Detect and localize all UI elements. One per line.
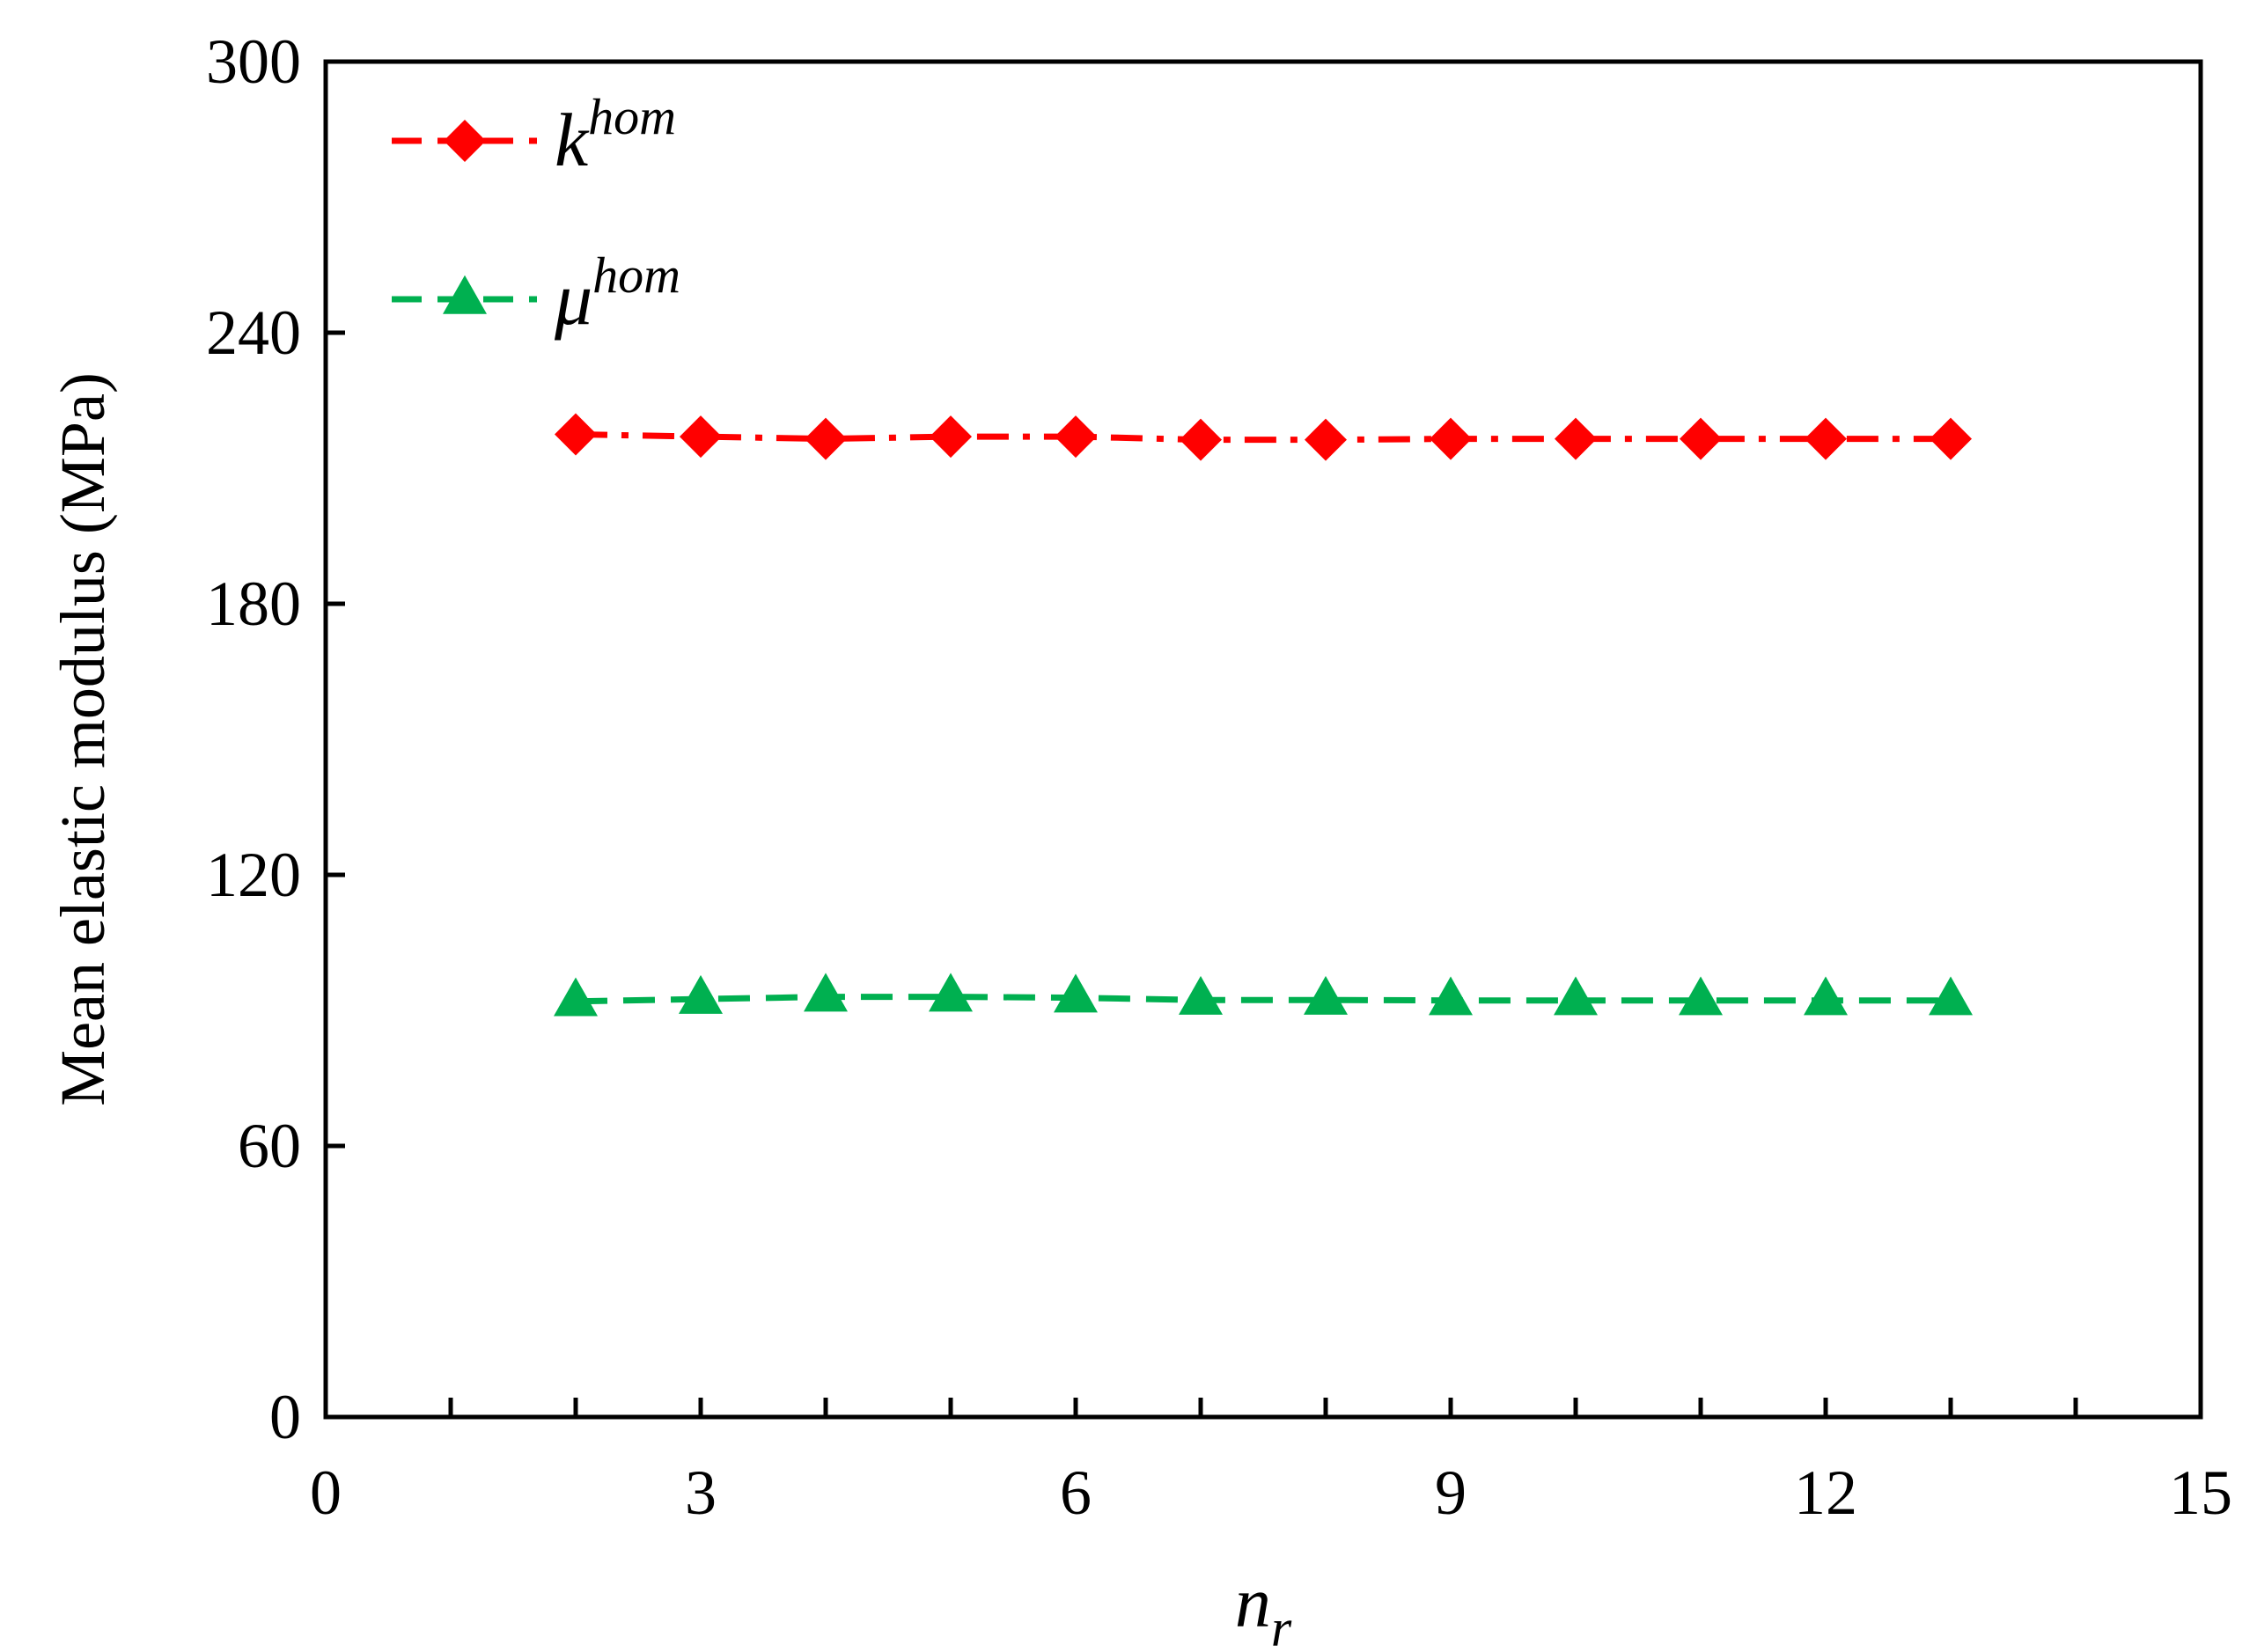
data-point — [1554, 976, 1598, 1016]
data-point — [1179, 975, 1223, 1015]
data-point — [1680, 417, 1722, 460]
data-point — [1804, 976, 1848, 1016]
y-tick-label: 120 — [206, 840, 301, 910]
data-point — [554, 977, 598, 1017]
legend-item-mu-hom: μhom — [392, 246, 680, 341]
series-line — [575, 994, 1951, 1005]
data-point — [1555, 417, 1597, 460]
legend-item-k-hom: khom — [392, 88, 676, 182]
series-layer — [554, 413, 1973, 1017]
legend-label-superscript: hom — [592, 246, 680, 304]
legend-marker — [443, 275, 487, 314]
data-point — [1430, 417, 1472, 460]
series-k-hom — [555, 413, 1972, 461]
x-tick-label: 6 — [1060, 1457, 1092, 1528]
x-tick-label: 15 — [2169, 1457, 2232, 1528]
y-tick-label: 180 — [206, 569, 301, 639]
x-axis-label-main: n — [1235, 1562, 1271, 1642]
x-axis-label: nr — [1235, 1562, 1292, 1652]
data-point — [805, 417, 847, 460]
data-point — [1304, 975, 1348, 1015]
legend-label: khom — [555, 88, 676, 182]
axis-layer: 0 60 120 180 240 300 0 3 6 9 12 15 — [206, 26, 2232, 1528]
data-point — [1055, 415, 1097, 459]
data-point — [804, 973, 848, 1012]
y-tick-label: 240 — [206, 297, 301, 368]
data-point — [1180, 418, 1222, 461]
y-tick-label: 300 — [206, 26, 301, 97]
x-tick-label: 3 — [685, 1457, 717, 1528]
data-point — [680, 415, 722, 459]
legend-label-main: μ — [554, 256, 592, 341]
x-tick-label: 12 — [1794, 1457, 1857, 1528]
x-tick-label: 0 — [310, 1457, 342, 1528]
data-point — [1930, 417, 1972, 460]
data-point — [1305, 418, 1347, 461]
legend-marker — [444, 120, 486, 162]
series-mu-hom — [554, 973, 1973, 1017]
data-point — [555, 413, 597, 456]
y-tick-label: 60 — [238, 1111, 301, 1181]
data-point — [1929, 976, 1973, 1016]
y-tick-label: 0 — [269, 1382, 301, 1452]
data-point — [1054, 973, 1098, 1013]
data-point — [1805, 417, 1847, 460]
legend-label-superscript: hom — [588, 88, 676, 145]
data-point — [679, 974, 723, 1014]
data-point — [1679, 976, 1723, 1016]
legend-label-main: k — [555, 98, 590, 182]
legend-label: μhom — [554, 246, 680, 341]
x-axis-label-subscript: r — [1271, 1599, 1292, 1652]
x-tick-label: 9 — [1435, 1457, 1467, 1528]
plot-frame — [323, 59, 2203, 1420]
data-point — [929, 973, 973, 1012]
y-axis-label: Mean elastic modulus (MPa) — [48, 372, 118, 1106]
data-point — [930, 415, 972, 459]
data-point — [1429, 976, 1473, 1016]
